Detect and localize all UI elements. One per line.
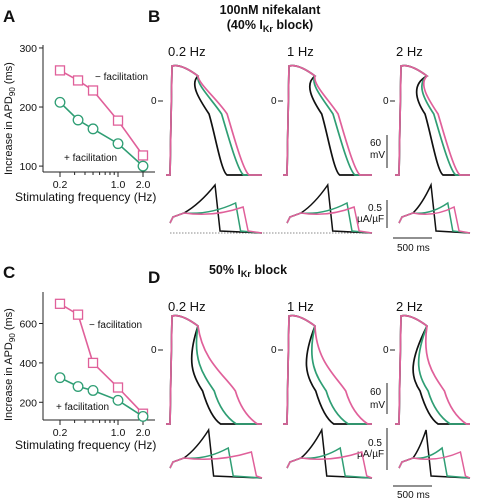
zero-label-b2: 0 <box>383 96 389 107</box>
freq-label-top-0: 0.2 Hz <box>168 44 206 59</box>
current-trace-d2-minus <box>398 450 471 479</box>
zero-label-d0: 0 <box>151 345 157 356</box>
zero-label-b0: 0 <box>151 96 157 107</box>
panel-label-d: D <box>148 268 160 287</box>
time-scale-label-b: 500 ms <box>397 243 430 254</box>
chart-a-xtick-label-0: 0.2 <box>53 179 68 191</box>
chart-a-point-s0-2 <box>87 85 99 96</box>
chart-a-ytick-label-0: 100 <box>19 161 37 173</box>
ap-trace-b1-minus <box>283 64 372 176</box>
current-scale-value-d: 0.5 <box>368 438 382 449</box>
chart-a-series-line-0 <box>59 69 144 156</box>
chart-a-xlabel: Stimulating frequency (Hz) <box>15 190 156 204</box>
chart-a-point-s1-0 <box>54 96 66 108</box>
chart-a-ytick-label-1: 200 <box>19 102 37 114</box>
chart-c-point-s0-0 <box>54 298 66 309</box>
chart-a-ylabel: Increase in APD90 (ms) <box>3 62 17 175</box>
voltage-scale-value-b: 60 <box>370 138 382 149</box>
freq-label-bottom-0: 0.2 Hz <box>168 299 206 314</box>
chart-c-xlabel: Stimulating frequency (Hz) <box>15 438 156 452</box>
top-title-line1: 100nM nifekalant <box>220 3 322 17</box>
ap-trace-d1-minus <box>283 314 372 425</box>
ap-trace-b2-control <box>395 64 470 176</box>
chart-a-point-s0-4 <box>137 150 149 161</box>
top-title-line2: (40% IKr block) <box>227 18 313 34</box>
time-scale-label-d: 500 ms <box>397 490 430 500</box>
current-trace-b1-minus <box>286 205 373 234</box>
current-trace-b2-minus <box>398 205 471 234</box>
current-trace-b2-control <box>398 182 471 234</box>
chart-c-point-s0-1 <box>72 309 84 320</box>
panel-label-c: C <box>3 263 15 282</box>
chart-c-legend-minus: − facilitation <box>89 320 142 331</box>
freq-label-bottom-1: 1 Hz <box>287 299 314 314</box>
chart-c-point-s1-1 <box>72 381 84 392</box>
ap-trace-b1-control <box>283 64 372 176</box>
freq-label-top-2: 2 Hz <box>396 44 423 59</box>
current-trace-d1-minus <box>286 451 373 479</box>
ap-trace-b1-plus <box>283 64 372 176</box>
chart-c-point-s1-3 <box>112 394 124 406</box>
freq-label-bottom-2: 2 Hz <box>396 299 423 314</box>
zero-label-d2: 0 <box>383 345 389 356</box>
current-trace-b0-minus <box>169 206 263 234</box>
ap-trace-d2-minus <box>395 314 470 425</box>
voltage-scale-unit-b: mV <box>370 150 385 161</box>
ap-trace-b0-control <box>166 64 262 176</box>
chart-a-legend-plus: + facilitation <box>64 153 117 164</box>
chart-c-point-s1-2 <box>87 385 99 396</box>
chart-a-legend-minus: − facilitation <box>95 72 148 83</box>
bottom-title: 50% IKr block <box>209 263 287 279</box>
zero-label-d1: 0 <box>271 345 277 356</box>
chart-c-ytick-label-0: 200 <box>19 397 37 409</box>
ap-trace-d0-minus <box>166 314 262 425</box>
chart-a-point-s1-1 <box>72 114 84 126</box>
ap-trace-b2-plus <box>395 64 470 176</box>
chart-c-xtick-label-2: 2.0 <box>136 427 151 439</box>
voltage-scale-value-d: 60 <box>370 387 382 398</box>
chart-a-point-s1-4 <box>137 160 149 172</box>
current-scale-unit-b: µA/µF <box>357 214 384 225</box>
chart-a: Increase in APD90 (ms) Stimulating frequ… <box>3 43 156 204</box>
chart-a-xtick-label-2: 2.0 <box>136 179 151 191</box>
current-scale-value-b: 0.5 <box>368 203 382 214</box>
chart-c-xtick-label-1: 1.0 <box>111 427 126 439</box>
chart-a-xtick-label-1: 1.0 <box>111 179 126 191</box>
freq-label-top-1: 1 Hz <box>287 44 314 59</box>
current-trace-b0-control <box>169 183 263 234</box>
chart-a-point-s1-2 <box>87 123 99 135</box>
chart-c: Increase in APD90 (ms) Stimulating frequ… <box>3 292 156 452</box>
current-trace-d0-minus <box>169 451 263 479</box>
panel-label-a: A <box>3 7 15 26</box>
trace-panels <box>166 64 471 479</box>
chart-c-point-s1-4 <box>137 411 149 422</box>
chart-a-point-s0-3 <box>112 115 124 126</box>
chart-c-point-s1-0 <box>54 372 66 384</box>
ap-trace-b0-plus <box>166 64 262 176</box>
chart-c-ylabel: Increase in APD90 (ms) <box>3 308 17 421</box>
ap-trace-b2-minus <box>395 64 470 176</box>
chart-a-point-s0-0 <box>54 65 66 76</box>
current-scale-unit-d: µA/µF <box>357 449 384 460</box>
ap-trace-d1-control <box>283 314 372 425</box>
chart-a-ytick-label-2: 300 <box>19 43 37 55</box>
ap-trace-d1-plus <box>283 314 372 425</box>
chart-c-point-s0-3 <box>112 382 124 393</box>
chart-c-legend-plus: + facilitation <box>56 402 109 413</box>
panel-label-b: B <box>148 7 160 26</box>
ap-trace-d0-control <box>166 314 262 425</box>
chart-c-xtick-label-0: 0.2 <box>53 427 68 439</box>
chart-a-point-s1-3 <box>112 138 124 150</box>
chart-a-point-s0-1 <box>72 75 84 86</box>
voltage-scale-unit-d: mV <box>370 400 385 411</box>
ap-trace-b0-minus <box>166 64 262 176</box>
chart-c-ytick-label-2: 600 <box>19 319 37 331</box>
zero-label-b1: 0 <box>271 96 277 107</box>
current-trace-b1-control <box>286 182 373 234</box>
chart-c-ytick-label-1: 400 <box>19 358 37 370</box>
chart-c-point-s0-2 <box>87 357 99 369</box>
ap-trace-d0-plus <box>166 314 262 425</box>
